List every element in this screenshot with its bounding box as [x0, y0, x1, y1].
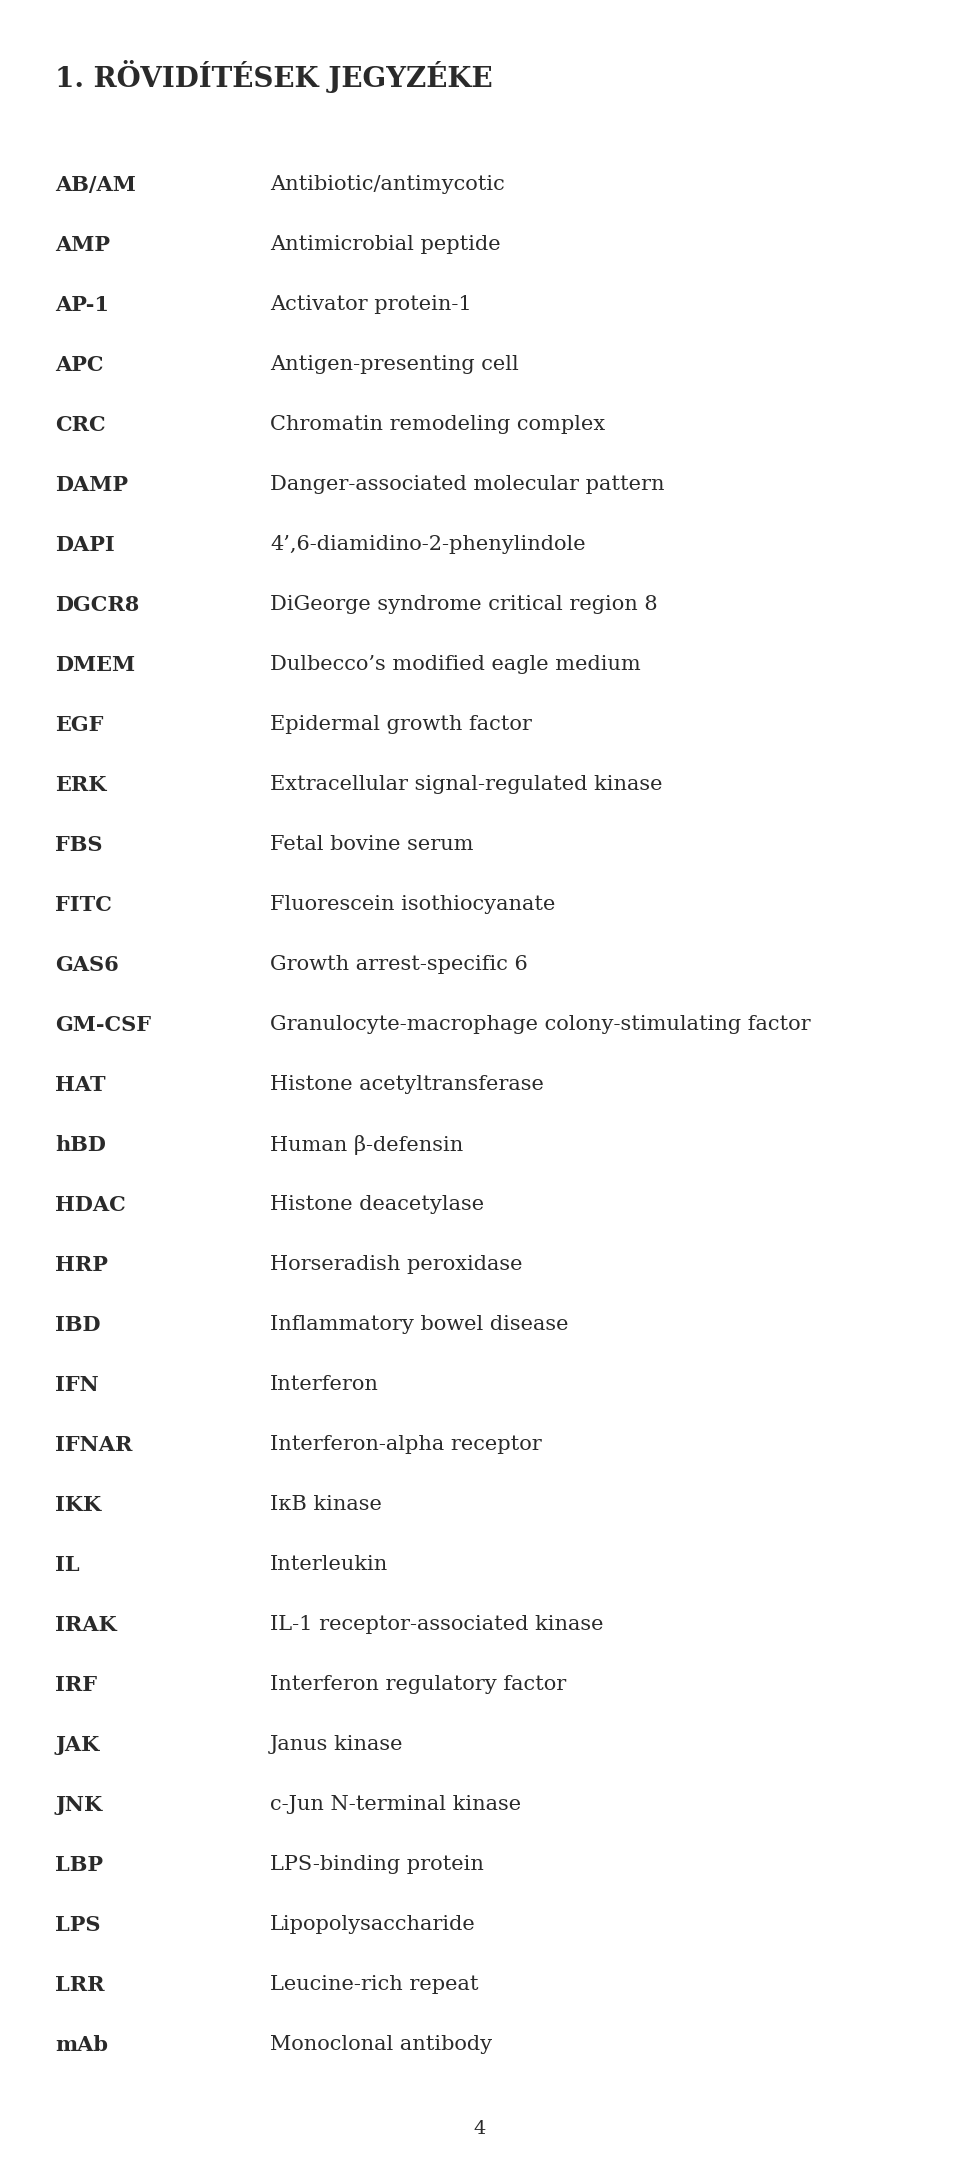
Text: Leucine-rich repeat: Leucine-rich repeat: [270, 1975, 478, 1994]
Text: Janus kinase: Janus kinase: [270, 1735, 403, 1754]
Text: HRP: HRP: [55, 1255, 108, 1274]
Text: LRR: LRR: [55, 1975, 105, 1994]
Text: EGF: EGF: [55, 716, 104, 735]
Text: DGCR8: DGCR8: [55, 595, 139, 614]
Text: Interferon-alpha receptor: Interferon-alpha receptor: [270, 1434, 541, 1454]
Text: LPS: LPS: [55, 1914, 101, 1936]
Text: IBD: IBD: [55, 1315, 101, 1335]
Text: LBP: LBP: [55, 1856, 103, 1875]
Text: Activator protein-1: Activator protein-1: [270, 294, 471, 314]
Text: LPS-binding protein: LPS-binding protein: [270, 1856, 484, 1873]
Text: Extracellular signal-regulated kinase: Extracellular signal-regulated kinase: [270, 774, 662, 794]
Text: DAMP: DAMP: [55, 476, 128, 495]
Text: IL-1 receptor-associated kinase: IL-1 receptor-associated kinase: [270, 1616, 604, 1633]
Text: DMEM: DMEM: [55, 655, 135, 675]
Text: CRC: CRC: [55, 415, 106, 435]
Text: IKK: IKK: [55, 1495, 101, 1514]
Text: IRF: IRF: [55, 1674, 97, 1696]
Text: AB/AM: AB/AM: [55, 175, 136, 195]
Text: 4’,6-diamidino-2-phenylindole: 4’,6-diamidino-2-phenylindole: [270, 534, 586, 554]
Text: Dulbecco’s modified eagle medium: Dulbecco’s modified eagle medium: [270, 655, 640, 675]
Text: Histone deacetylase: Histone deacetylase: [270, 1194, 484, 1213]
Text: HAT: HAT: [55, 1075, 106, 1094]
Text: Antigen-presenting cell: Antigen-presenting cell: [270, 355, 518, 374]
Text: IκB kinase: IκB kinase: [270, 1495, 382, 1514]
Text: Danger-associated molecular pattern: Danger-associated molecular pattern: [270, 476, 664, 493]
Text: APC: APC: [55, 355, 104, 374]
Text: Monoclonal antibody: Monoclonal antibody: [270, 2035, 492, 2055]
Text: IL: IL: [55, 1555, 80, 1575]
Text: Interferon regulatory factor: Interferon regulatory factor: [270, 1674, 566, 1694]
Text: HDAC: HDAC: [55, 1194, 126, 1216]
Text: Growth arrest-specific 6: Growth arrest-specific 6: [270, 956, 528, 973]
Text: Antimicrobial peptide: Antimicrobial peptide: [270, 236, 500, 253]
Text: Chromatin remodeling complex: Chromatin remodeling complex: [270, 415, 605, 435]
Text: Granulocyte-macrophage colony-stimulating factor: Granulocyte-macrophage colony-stimulatin…: [270, 1014, 810, 1034]
Text: hBD: hBD: [55, 1136, 106, 1155]
Text: IRAK: IRAK: [55, 1616, 116, 1635]
Text: JNK: JNK: [55, 1795, 102, 1815]
Text: 1. RÖVIDÍTÉSEK JEGYZÉKE: 1. RÖVIDÍTÉSEK JEGYZÉKE: [55, 61, 492, 93]
Text: AP-1: AP-1: [55, 294, 109, 316]
Text: GM-CSF: GM-CSF: [55, 1014, 151, 1036]
Text: Fluorescein isothiocyanate: Fluorescein isothiocyanate: [270, 895, 556, 915]
Text: Antibiotic/antimycotic: Antibiotic/antimycotic: [270, 175, 505, 195]
Text: mAb: mAb: [55, 2035, 108, 2055]
Text: FBS: FBS: [55, 835, 103, 854]
Text: FITC: FITC: [55, 895, 112, 915]
Text: IFNAR: IFNAR: [55, 1434, 132, 1456]
Text: Lipopolysaccharide: Lipopolysaccharide: [270, 1914, 476, 1934]
Text: DiGeorge syndrome critical region 8: DiGeorge syndrome critical region 8: [270, 595, 658, 614]
Text: Histone acetyltransferase: Histone acetyltransferase: [270, 1075, 544, 1094]
Text: AMP: AMP: [55, 236, 110, 255]
Text: Epidermal growth factor: Epidermal growth factor: [270, 716, 532, 733]
Text: DAPI: DAPI: [55, 534, 115, 556]
Text: Fetal bovine serum: Fetal bovine serum: [270, 835, 473, 854]
Text: Horseradish peroxidase: Horseradish peroxidase: [270, 1255, 522, 1274]
Text: c-Jun N-terminal kinase: c-Jun N-terminal kinase: [270, 1795, 521, 1815]
Text: IFN: IFN: [55, 1376, 99, 1395]
Text: GAS6: GAS6: [55, 956, 119, 976]
Text: Inflammatory bowel disease: Inflammatory bowel disease: [270, 1315, 568, 1335]
Text: ERK: ERK: [55, 774, 107, 796]
Text: Interleukin: Interleukin: [270, 1555, 388, 1575]
Text: Human β-defensin: Human β-defensin: [270, 1136, 464, 1155]
Text: 4: 4: [474, 2120, 486, 2137]
Text: Interferon: Interferon: [270, 1376, 379, 1393]
Text: JAK: JAK: [55, 1735, 99, 1754]
